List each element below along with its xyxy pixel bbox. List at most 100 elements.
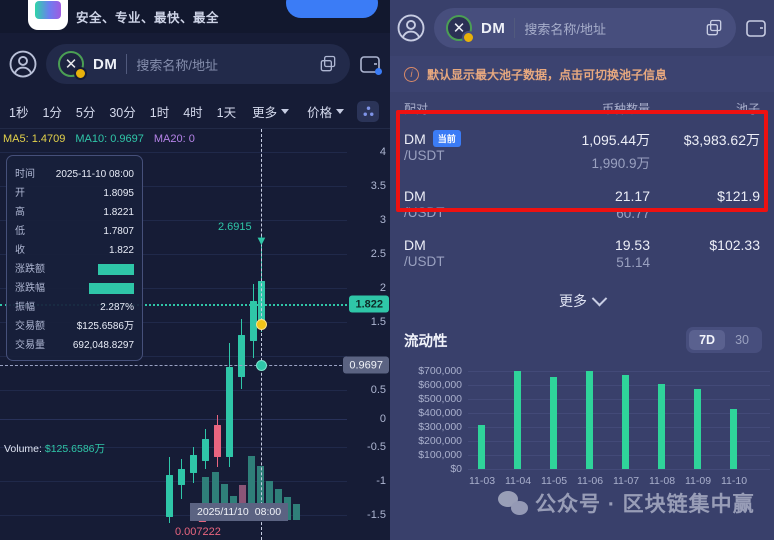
right-search-bar: ✕ DM 搜索名称/地址 — [390, 0, 774, 56]
liq-bar — [622, 375, 629, 469]
wechat-icon — [498, 491, 528, 515]
y-tick-15: 1.5 — [370, 316, 386, 328]
current-price-line — [0, 304, 347, 306]
volume-legend-value: $125.6586万 — [44, 443, 105, 455]
search-input[interactable]: ✕ DM 搜索名称/地址 — [46, 44, 350, 84]
wechat-watermark: 公众号 · 区块链集中赢 — [498, 488, 755, 518]
table-row[interactable]: DM /USDT 19.53 51.14 $102.33 — [404, 230, 760, 279]
liq-y-200k: $200,000 — [418, 435, 462, 447]
chevron-down-icon — [336, 109, 345, 114]
liq-bar — [586, 371, 593, 469]
amount-quote: 51.14 — [616, 255, 650, 270]
account-icon[interactable] — [8, 49, 38, 79]
crosshair-date: 2025/11/10 — [197, 506, 249, 518]
crosshair-time-label: 2025/11/10 08:00 — [190, 503, 289, 521]
show-more-pools-button[interactable]: 更多 — [390, 279, 774, 321]
tab-1m[interactable]: 1分 — [42, 106, 62, 120]
y-tick-4: 4 — [379, 146, 386, 158]
tooltip-val-open: 1.8095 — [103, 188, 134, 199]
chain-badge-icon — [462, 31, 475, 44]
ma-price-tag: 0.9697 — [343, 356, 389, 374]
liq-y-0: $0 — [450, 463, 462, 475]
info-icon: i — [404, 66, 419, 82]
ma10-legend: MA10: 0.9697 — [75, 133, 144, 145]
current-pool-badge: 当前 — [432, 130, 461, 147]
tab-30m[interactable]: 30分 — [109, 106, 136, 120]
search-placeholder: 搜索名称/地址 — [524, 21, 606, 37]
crosshair-vertical — [261, 129, 262, 540]
token-symbol: DM — [93, 55, 118, 73]
kline-chart[interactable]: MA5: 1.4709 MA10: 0.9697 MA20: 0 4 3.5 3… — [0, 129, 390, 540]
liq-bar — [550, 377, 557, 469]
promo-tagline: 安全、专业、最快、最全 — [76, 11, 220, 25]
wallet-notification-dot — [375, 68, 382, 75]
wallet-glyph — [360, 56, 380, 73]
pool-value: $3,983.62万 — [683, 132, 760, 148]
token-avatar: ✕ — [446, 15, 475, 44]
liq-y-500k: $500,000 — [418, 393, 462, 405]
ma5-marker — [256, 319, 267, 330]
range-30d-button[interactable]: 30 — [735, 333, 749, 347]
liq-y-100k: $100,000 — [418, 449, 462, 461]
price-mode-label: 价格 — [307, 106, 333, 120]
y-tick-25: 2.5 — [370, 248, 386, 260]
search-input[interactable]: ✕ DM 搜索名称/地址 — [434, 8, 736, 48]
tooltip-val-amplitude: 2.287% — [100, 302, 134, 313]
wallet-icon[interactable] — [744, 16, 768, 40]
tab-4h[interactable]: 4时 — [183, 106, 203, 120]
pool-panel: ✕ DM 搜索名称/地址 i 默认显示最大池子数据，点击可切换池子信息 — [390, 0, 774, 540]
tooltip-key-open: 开 — [15, 188, 25, 199]
token-avatar: ✕ — [58, 51, 87, 80]
search-placeholder: 搜索名称/地址 — [136, 57, 218, 73]
tooltip-key-volume: 交易量 — [15, 340, 45, 351]
copy-icon[interactable] — [704, 18, 724, 38]
pool-notice-text: 默认显示最大池子数据，点击可切换池子信息 — [427, 67, 668, 82]
ma20-legend: MA20: 0 — [153, 133, 195, 145]
token-logo-icon: ✕ — [446, 15, 472, 41]
liq-x-label: 11-05 — [540, 475, 568, 487]
table-row[interactable]: DM /USDT 21.17 60.77 $121.9 — [404, 181, 760, 230]
more-timeframes-button[interactable]: 更多 — [243, 102, 298, 121]
y-tick-05: 0.5 — [370, 384, 386, 396]
tab-1s[interactable]: 1秒 — [9, 106, 29, 120]
nodes-icon — [363, 106, 374, 116]
table-row[interactable]: DM 当前 /USDT 1,095.44万 1,990.9万 $3,983.62… — [404, 123, 760, 181]
wechat-watermark-text: 公众号 · 区块链集中赢 — [535, 493, 755, 516]
copy-icon[interactable] — [318, 54, 338, 74]
crosshair-time: 08:00 — [254, 506, 282, 518]
column-header-pool: 池子 — [735, 102, 760, 116]
tab-1h[interactable]: 1时 — [149, 106, 170, 120]
tooltip-key-low: 低 — [15, 226, 25, 237]
promo-download-button[interactable] — [286, 0, 378, 18]
price-mode-button[interactable]: 价格 — [298, 102, 353, 121]
divider — [514, 18, 516, 38]
volume-legend: Volume: $125.6586万 — [4, 441, 105, 456]
liquidity-title: 流动性 — [404, 333, 448, 350]
wallet-icon[interactable] — [358, 52, 382, 76]
liquidity-chart[interactable]: $700,000 $600,000 $500,000 $400,000 $300… — [390, 363, 774, 498]
promo-banner[interactable]: 安全、专业、最快、最全 — [0, 0, 390, 33]
y-tick-35: 3.5 — [370, 180, 386, 192]
amount-quote: 1,990.9万 — [591, 156, 650, 171]
left-search-bar: ✕ DM 搜索名称/地址 — [0, 33, 390, 95]
y-tick-2: 2 — [379, 282, 386, 294]
volume-legend-label: Volume: — [4, 443, 45, 455]
account-icon[interactable] — [396, 13, 426, 43]
amount-base: 1,095.44万 — [581, 132, 651, 148]
timeframe-tabs: 1秒 1分 5分 30分 1时 4时 1天 更多 价格 — [0, 95, 390, 129]
indicator-button[interactable] — [357, 101, 380, 122]
liq-y-400k: $400,000 — [418, 407, 462, 419]
tab-1d[interactable]: 1天 — [216, 106, 237, 120]
range-7d-button[interactable]: 7D — [689, 330, 726, 350]
ma10-line — [0, 365, 347, 366]
chevron-down-icon — [281, 109, 290, 114]
liq-x-label: 11-08 — [648, 475, 676, 487]
column-header-amount: 币种数量 — [601, 102, 650, 116]
pair-quote: /USDT — [404, 254, 445, 269]
tab-5m[interactable]: 5分 — [75, 106, 96, 120]
liq-y-700k: $700,000 — [418, 365, 462, 377]
liq-x-label: 11-07 — [612, 475, 640, 487]
pool-notice-banner[interactable]: i 默认显示最大池子数据，点击可切换池子信息 — [390, 56, 774, 92]
tooltip-val-low: 1.7807 — [103, 226, 134, 237]
